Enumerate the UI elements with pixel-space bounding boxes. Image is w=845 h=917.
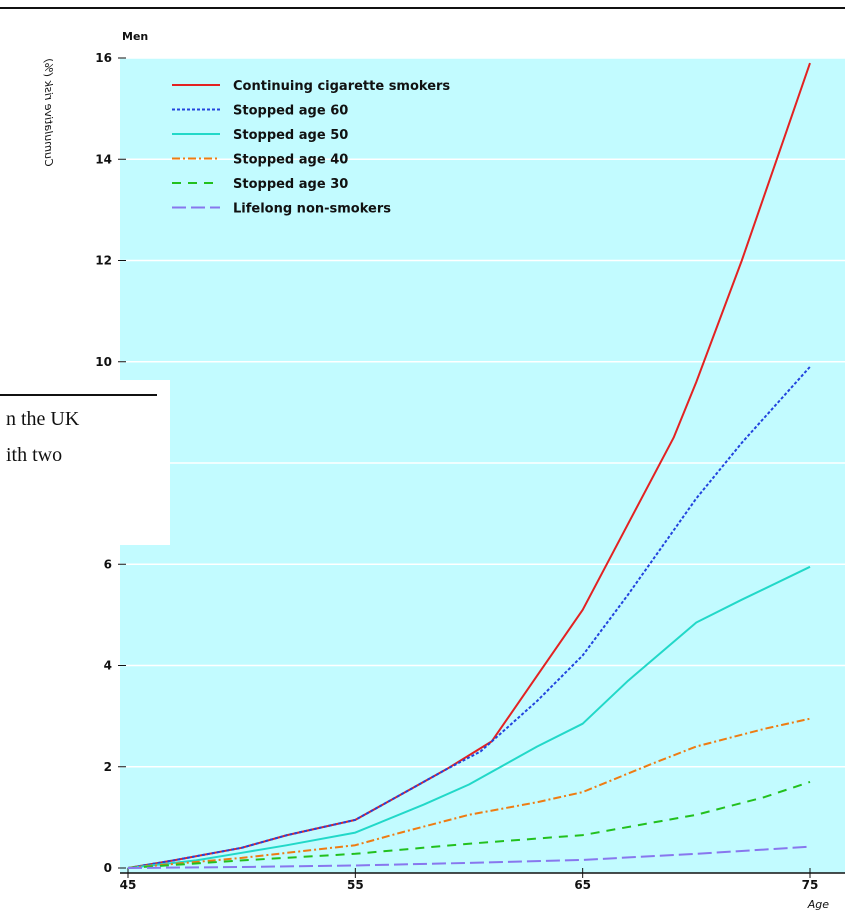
legend-label-1: Continuing cigarette smokers [233, 79, 450, 94]
y-axis-label: Cumulative risk (%) [42, 58, 55, 167]
axes: 024681012141645556575 [95, 51, 845, 892]
legend-label-2: Stopped age 60 [233, 104, 348, 119]
legend-label-3: Stopped age 50 [233, 128, 348, 143]
y-tick-label-2: 2 [104, 760, 112, 774]
overlay-rule [0, 394, 157, 396]
series-layer [127, 62, 811, 869]
y-tick-label-12: 12 [95, 254, 112, 268]
series-line-1 [127, 62, 811, 869]
series-line-4 [127, 717, 811, 869]
series-line-2 [127, 366, 811, 869]
legend: Continuing cigarette smokers Stopped age … [172, 79, 450, 217]
legend-label-6: Lifelong non-smokers [233, 202, 391, 217]
y-tick-label-14: 14 [95, 152, 112, 166]
y-tick-label-4: 4 [104, 659, 112, 673]
legend-label-5: Stopped age 30 [233, 177, 348, 192]
text-overlay-panel: n the UK ith two [0, 380, 170, 545]
gridlines [120, 57, 845, 768]
series-line-3 [127, 565, 811, 869]
overlay-text-line-1: n the UK [6, 408, 80, 430]
y-tick-label-0: 0 [104, 861, 112, 875]
series-line-5 [127, 780, 811, 869]
x-tick-label-65: 65 [574, 878, 591, 892]
x-tick-label-75: 75 [802, 878, 819, 892]
x-tick-label-45: 45 [120, 878, 137, 892]
x-tick-label-55: 55 [347, 878, 364, 892]
panel-title: Men [122, 30, 148, 43]
y-tick-label-16: 16 [95, 51, 112, 65]
y-tick-label-10: 10 [95, 355, 112, 369]
x-axis-label: Age [807, 898, 830, 911]
overlay-text-line-2: ith two [6, 444, 63, 466]
legend-label-4: Stopped age 40 [233, 153, 348, 168]
y-tick-label-6: 6 [104, 557, 112, 571]
